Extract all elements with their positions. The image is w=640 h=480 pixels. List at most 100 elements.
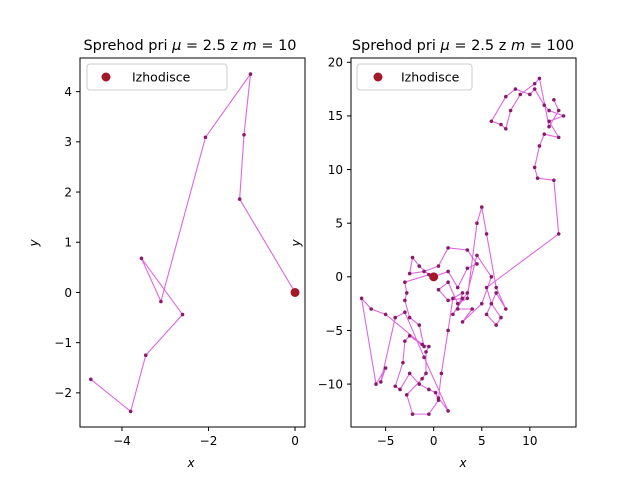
chart-right-title: Sprehod pri μ = 2.5 z m = 100: [352, 38, 574, 54]
chart-right-step-point: [494, 285, 498, 290]
chart-right-walk-line: [360, 77, 566, 415]
chart-right-step-point: [504, 126, 508, 131]
chart-right-step-point: [475, 221, 479, 225]
chart-right-step-point: [504, 307, 508, 311]
chart-left-ytick-label: 2: [64, 185, 72, 199]
chart-right-step-point: [542, 132, 547, 136]
chart-left-step-point: [89, 377, 93, 382]
chart-right-step-point: [417, 323, 422, 327]
chart-right: Sprehod pri μ = 2.5 z m = 100 x y −5 0 5 10…: [289, 38, 577, 470]
chart-right-step-point: [465, 266, 470, 271]
chart-right-step-point: [446, 246, 450, 250]
chart-right-legend: Izhodisce: [356, 63, 473, 91]
chart-right-step-point: [404, 393, 409, 397]
chart-right-step-point: [417, 382, 422, 386]
chart-right-step-point: [561, 114, 566, 118]
chart-right-step-point: [460, 291, 465, 295]
chart-right-step-point: [528, 92, 532, 97]
chart-right-legend-box: [356, 63, 473, 91]
chart-right-step-point: [489, 119, 494, 124]
chart-right-step-point: [499, 315, 503, 320]
chart-left-legend-marker: [101, 72, 111, 82]
chart-right-step-point: [556, 232, 561, 236]
chart-right-step-point: [479, 205, 484, 209]
chart-left-ylabel: y: [27, 239, 41, 248]
chart-right-step-point: [475, 262, 479, 266]
chart-left-step-point: [242, 133, 246, 137]
chart-right-step-point: [489, 275, 494, 279]
chart-left-origin-point: [290, 287, 300, 297]
chart-right-ytick-label: 0: [335, 270, 343, 284]
chart-left: Sprehod pri μ = 2.5 z m = 10 x y −4 −2 0 −2…: [27, 38, 306, 470]
chart-right-step-point: [479, 301, 484, 306]
chart-right-ytick-label: −5: [325, 324, 343, 338]
chart-right-step-point: [403, 280, 407, 284]
chart-left-legend-box: [86, 63, 228, 91]
chart-right-step-point: [420, 342, 424, 347]
chart-right-step-point: [455, 285, 460, 290]
chart-right-step-point: [489, 301, 494, 306]
chart-right-step-point: [379, 380, 383, 384]
chart-right-step-point: [427, 344, 431, 349]
chart-right-step-point: [494, 291, 498, 295]
chart-left-ytick-label: 0: [64, 286, 72, 300]
chart-right-step-point: [403, 310, 407, 315]
chart-right-step-point: [508, 108, 513, 113]
chart-right-step-point: [547, 124, 551, 129]
chart-right-ytick-label: 15: [328, 109, 343, 123]
chart-right-step-point: [552, 98, 556, 102]
chart-right-step-point: [446, 269, 450, 274]
chart-right-frame: [350, 57, 577, 428]
chart-right-step-point: [407, 271, 412, 276]
chart-right-step-point: [436, 396, 441, 400]
chart-right-step-point: [451, 296, 455, 301]
chart-left-step-point: [159, 299, 163, 304]
chart-right-step-point: [465, 296, 470, 301]
chart-right-ytick-label: 20: [328, 56, 343, 70]
chart-right-step-point: [532, 87, 537, 91]
chart-right-step-point: [484, 312, 489, 317]
chart-right-step-point: [403, 339, 407, 343]
chart-right-step-point: [532, 81, 537, 86]
chart-left-ytick-label: 1: [64, 236, 72, 250]
chart-right-step-point: [393, 384, 398, 389]
chart-right-step-point: [484, 232, 489, 236]
chart-left-frame: [79, 57, 306, 428]
chart-right-step-point: [407, 334, 412, 338]
chart-right-step-point: [433, 390, 438, 395]
chart-right-step-point: [455, 307, 460, 311]
chart-left-step-point: [143, 353, 148, 358]
chart-right-step-point: [374, 382, 378, 386]
chart-left-ytick-label: 4: [64, 85, 72, 99]
chart-left-ytick-label: −1: [54, 336, 72, 350]
chart-right-step-point: [460, 320, 465, 324]
chart-right-ytick-label: 10: [328, 163, 343, 177]
chart-right-ytick-label: −10: [318, 377, 343, 391]
chart-right-xtick-label: 10: [522, 434, 537, 448]
chart-right-step-point: [513, 87, 518, 91]
chart-right-step-point: [494, 323, 498, 327]
chart-left-xtick-label: −4: [113, 434, 131, 448]
chart-right-step-point: [436, 264, 441, 268]
chart-right-step-point: [484, 285, 489, 290]
chart-left-step-point: [237, 197, 242, 201]
chart-right-legend-marker: [373, 72, 383, 82]
chart-right-xtick-label: 5: [478, 434, 486, 448]
chart-right-step-point: [547, 119, 551, 124]
chart-right-step-point: [499, 122, 503, 127]
chart-right-legend-label: Izhodisce: [401, 70, 460, 85]
chart-left-xtick-label: 0: [291, 434, 299, 448]
chart-right-ytick-label: 5: [335, 216, 343, 230]
chart-right-step-point: [542, 103, 547, 107]
chart-left-title: Sprehod pri μ = 2.5 z m = 10: [83, 38, 296, 54]
chart-right-step-point: [393, 315, 398, 320]
chart-right-step-point: [383, 366, 388, 370]
chart-right-step-point: [359, 296, 364, 301]
chart-left-xtick-label: −2: [200, 434, 218, 448]
chart-right-step-point: [475, 253, 479, 258]
chart-right-step-point: [436, 287, 441, 292]
chart-right-origin-point: [429, 272, 439, 282]
chart-left-xlabel: x: [186, 456, 195, 470]
chart-right-step-point: [403, 298, 407, 303]
chart-right-step-point: [504, 94, 508, 99]
